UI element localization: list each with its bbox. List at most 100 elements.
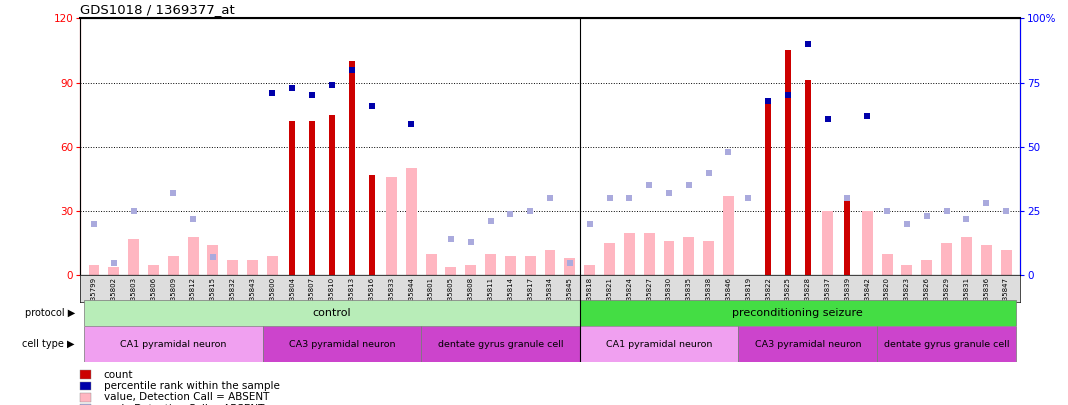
Text: GSM35804: GSM35804 <box>289 277 295 315</box>
Bar <box>426 254 437 275</box>
Bar <box>128 239 139 275</box>
Text: GSM35831: GSM35831 <box>963 277 970 315</box>
Bar <box>922 260 932 275</box>
Text: GSM35811: GSM35811 <box>487 277 493 315</box>
Bar <box>89 265 99 275</box>
Text: GSM35827: GSM35827 <box>646 277 653 315</box>
Bar <box>505 256 516 275</box>
Text: GSM35828: GSM35828 <box>805 277 811 315</box>
Text: GSM35801: GSM35801 <box>428 277 434 315</box>
Text: GSM35803: GSM35803 <box>130 277 137 315</box>
Bar <box>961 237 972 275</box>
Text: GSM35821: GSM35821 <box>607 277 613 315</box>
Text: GSM35823: GSM35823 <box>904 277 910 315</box>
Text: GSM35805: GSM35805 <box>447 277 454 315</box>
Text: GSM35836: GSM35836 <box>984 277 989 315</box>
Bar <box>421 326 580 362</box>
Bar <box>349 61 355 275</box>
Text: GSM35800: GSM35800 <box>269 277 276 315</box>
Text: GDS1018 / 1369377_at: GDS1018 / 1369377_at <box>80 3 235 16</box>
Text: GSM35817: GSM35817 <box>528 277 533 315</box>
Bar <box>545 249 555 275</box>
Text: GSM35808: GSM35808 <box>468 277 474 315</box>
Text: GSM35814: GSM35814 <box>507 277 514 315</box>
Bar <box>845 196 850 275</box>
Text: dentate gyrus granule cell: dentate gyrus granule cell <box>438 340 563 349</box>
Text: GSM35826: GSM35826 <box>924 277 930 315</box>
Bar <box>1001 249 1011 275</box>
Bar <box>584 265 595 275</box>
Bar <box>466 265 476 275</box>
Bar <box>386 177 397 275</box>
Bar <box>84 300 580 326</box>
Bar <box>267 256 278 275</box>
Text: GSM35832: GSM35832 <box>230 277 236 315</box>
Text: GSM35845: GSM35845 <box>567 277 572 315</box>
Bar <box>765 104 771 275</box>
Bar <box>684 237 694 275</box>
Bar <box>624 232 634 275</box>
Text: GSM35813: GSM35813 <box>349 277 355 315</box>
Text: GSM35834: GSM35834 <box>547 277 553 315</box>
Text: GSM35833: GSM35833 <box>389 277 394 315</box>
Bar <box>263 326 421 362</box>
Bar <box>663 241 674 275</box>
Text: GSM35824: GSM35824 <box>626 277 632 315</box>
Text: GSM35810: GSM35810 <box>329 277 335 315</box>
Bar <box>703 241 714 275</box>
Text: protocol ▶: protocol ▶ <box>25 308 75 318</box>
Text: control: control <box>313 308 351 318</box>
Text: GSM35807: GSM35807 <box>309 277 315 315</box>
Text: GSM35830: GSM35830 <box>666 277 672 315</box>
Bar <box>644 232 655 275</box>
Text: GSM35812: GSM35812 <box>190 277 197 315</box>
Text: GSM35846: GSM35846 <box>725 277 732 315</box>
Text: GSM35820: GSM35820 <box>884 277 890 315</box>
Bar <box>901 265 912 275</box>
Text: GSM35802: GSM35802 <box>111 277 116 315</box>
Text: value, Detection Call = ABSENT: value, Detection Call = ABSENT <box>104 392 269 402</box>
Bar <box>168 256 178 275</box>
Bar <box>524 256 536 275</box>
Bar <box>84 326 263 362</box>
Text: GSM35843: GSM35843 <box>250 277 255 315</box>
Bar <box>738 326 877 362</box>
Bar <box>247 260 258 275</box>
Bar <box>785 50 791 275</box>
Text: dentate gyrus granule cell: dentate gyrus granule cell <box>884 340 1009 349</box>
Bar <box>309 121 315 275</box>
Text: CA3 pyramidal neuron: CA3 pyramidal neuron <box>754 340 861 349</box>
Bar <box>862 211 873 275</box>
Bar <box>580 326 738 362</box>
Text: GSM35829: GSM35829 <box>943 277 949 315</box>
Bar <box>882 254 893 275</box>
Text: GSM35842: GSM35842 <box>864 277 870 315</box>
Bar <box>329 115 335 275</box>
Text: GSM35844: GSM35844 <box>408 277 414 315</box>
Bar <box>580 300 1016 326</box>
Bar <box>188 237 199 275</box>
Text: GSM35822: GSM35822 <box>765 277 771 315</box>
Bar <box>805 80 811 275</box>
Bar <box>148 265 159 275</box>
Text: GSM35806: GSM35806 <box>151 277 157 315</box>
Bar <box>822 211 833 275</box>
Text: GSM35835: GSM35835 <box>686 277 692 315</box>
Text: GSM35847: GSM35847 <box>1003 277 1009 315</box>
Text: rank, Detection Call = ABSENT: rank, Detection Call = ABSENT <box>104 404 264 405</box>
Text: GSM35825: GSM35825 <box>785 277 791 315</box>
Text: GSM35837: GSM35837 <box>824 277 831 315</box>
Text: preconditioning seizure: preconditioning seizure <box>733 308 863 318</box>
Text: CA1 pyramidal neuron: CA1 pyramidal neuron <box>120 340 226 349</box>
Text: GSM35818: GSM35818 <box>586 277 593 315</box>
Bar <box>723 196 734 275</box>
Text: GSM35819: GSM35819 <box>745 277 751 315</box>
Text: GSM35799: GSM35799 <box>91 277 97 315</box>
Bar <box>485 254 496 275</box>
Bar <box>941 243 952 275</box>
Bar <box>406 168 417 275</box>
Bar <box>108 267 120 275</box>
Text: GSM35816: GSM35816 <box>368 277 375 315</box>
Text: CA3 pyramidal neuron: CA3 pyramidal neuron <box>288 340 395 349</box>
Bar <box>289 121 295 275</box>
